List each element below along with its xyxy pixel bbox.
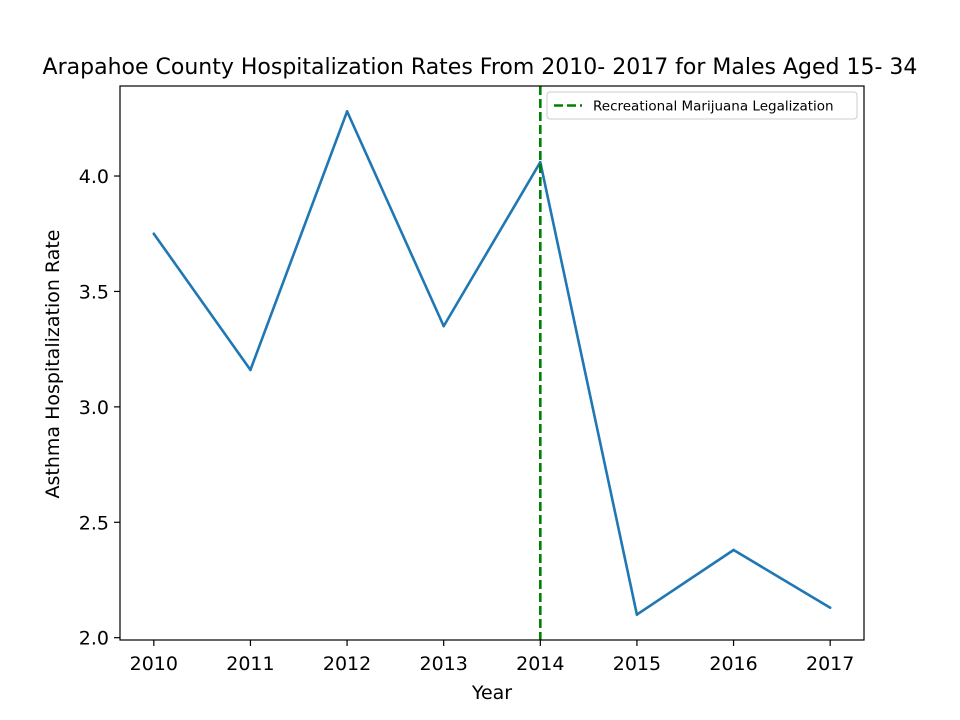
data-point	[828, 606, 832, 609]
data-point	[152, 232, 156, 236]
x-tick-label: 2017	[806, 653, 854, 675]
data-point	[732, 548, 735, 552]
y-tick-label: 3.5	[79, 281, 109, 303]
data-point	[539, 160, 542, 164]
series-layer	[152, 110, 832, 616]
y-axis-ticks: 2.0 2.5 3.0 3.5 4.0	[79, 166, 120, 650]
data-point	[635, 613, 639, 616]
y-tick-label: 3.0	[79, 397, 109, 419]
x-tick-label: 2016	[709, 653, 757, 675]
x-tick-label: 2012	[323, 653, 371, 675]
chart-title: Arapahoe County Hospitalization Rates Fr…	[43, 55, 918, 80]
x-axis-ticks: 2010 2011 2012 2013 2014 2015 2016 2017	[130, 640, 854, 675]
axes-frame	[119, 85, 865, 641]
series-line-0	[152, 110, 831, 616]
legend: Recreational Marijuana Legalization	[546, 91, 858, 120]
x-tick-label: 2014	[516, 653, 564, 675]
x-axis-label: Year	[471, 682, 512, 704]
x-tick-label: 2015	[613, 653, 661, 675]
y-axis-label: Asthma Hospitalization Rate	[42, 230, 64, 499]
data-point	[442, 324, 445, 328]
y-tick-label: 2.5	[79, 512, 109, 534]
plot-area	[119, 85, 865, 641]
x-tick-label: 2013	[420, 653, 468, 675]
legend-frame	[546, 91, 858, 120]
x-tick-label: 2010	[130, 653, 178, 675]
y-tick-label: 4.0	[79, 166, 109, 188]
legend-label: Recreational Marijuana Legalization	[593, 99, 834, 115]
data-point	[249, 368, 252, 372]
x-tick-label: 2011	[226, 653, 274, 675]
y-tick-label: 2.0	[79, 628, 109, 650]
data-point	[345, 110, 349, 113]
